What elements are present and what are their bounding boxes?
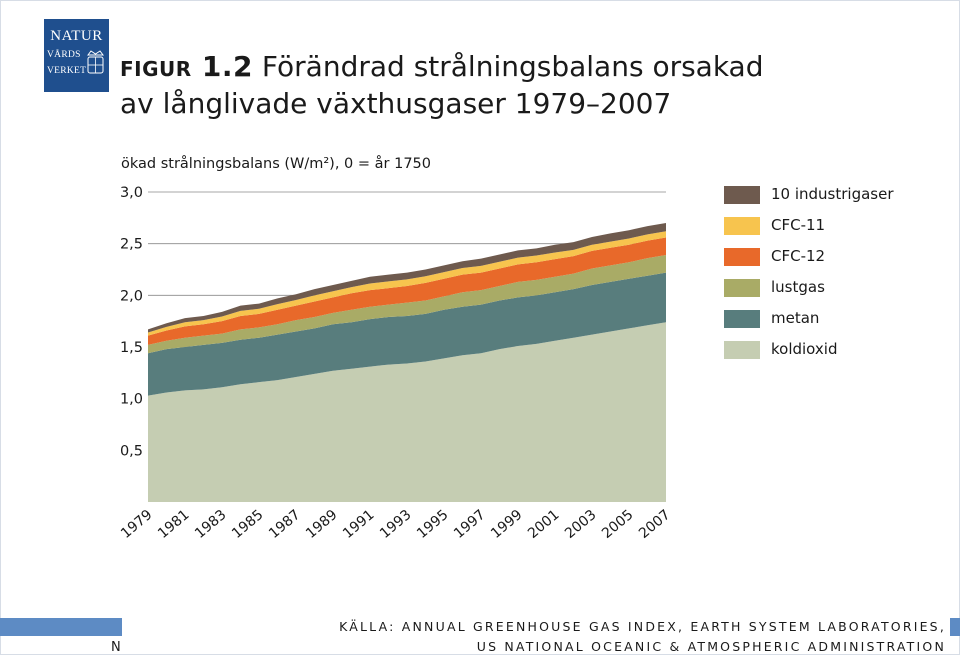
legend-swatch-koldioxid	[724, 341, 760, 359]
logo-line-2: VÅRDS	[47, 50, 81, 60]
legend-label-10-industrigaser: 10 industrigaser	[771, 185, 894, 203]
legend-label-lustgas: lustgas	[771, 278, 825, 296]
footer-accent-bar-right	[950, 618, 960, 636]
source-credit: KÄLLA: ANNUAL GREENHOUSE GAS INDEX, EART…	[339, 617, 946, 657]
x-tick-label-2007: 2007	[636, 507, 674, 542]
y-tick-label-2: 1,5	[120, 340, 143, 356]
y-tick-labels: 0,5 1,0 1,5 2,0 2,5 3,0	[120, 185, 143, 459]
legend-label-cfc-11: CFC-11	[771, 216, 826, 234]
x-tick-label-1979: 1979	[118, 507, 156, 542]
legend-swatch-lustgas	[724, 279, 760, 297]
figure-title: figur 1.2 Förändrad strålningsbalans ors…	[120, 48, 940, 122]
y-tick-label-4: 2,5	[120, 237, 143, 253]
area-layers	[148, 223, 666, 502]
x-tick-label-1987: 1987	[266, 507, 304, 542]
y-tick-label-3: 2,0	[120, 288, 143, 304]
x-tick-labels: 1979 1981 1983 1985 1987 1989 1991 1993 1995 1997…	[118, 507, 674, 542]
x-tick-label-1995: 1995	[414, 507, 452, 542]
x-tick-label-2005: 2005	[599, 507, 637, 542]
x-tick-label-1997: 1997	[451, 507, 489, 542]
area-koldioxid	[148, 322, 666, 502]
y-tick-label-5: 3,0	[120, 185, 143, 201]
title-line-2: av långlivade växthusgaser 1979–2007	[120, 87, 672, 120]
y-tick-label-1: 1,0	[120, 392, 143, 408]
legend-label-cfc-12: CFC-12	[771, 247, 826, 265]
x-tick-label-1999: 1999	[488, 507, 526, 542]
area-cfc-11	[148, 231, 666, 336]
area-10-industrigaser	[148, 223, 666, 333]
footer-letter: N	[111, 640, 121, 655]
figure-number: figur 1.2	[120, 50, 254, 83]
x-tick-label-2001: 2001	[525, 507, 563, 542]
legend-swatch-metan	[724, 310, 760, 328]
source-line-1: KÄLLA: ANNUAL GREENHOUSE GAS INDEX, EART…	[339, 619, 946, 634]
area-lustgas	[148, 255, 666, 354]
x-tick-label-2003: 2003	[562, 507, 600, 542]
legend-swatch-cfc-11	[724, 217, 760, 235]
y-tick-label-0: 0,5	[120, 443, 143, 459]
x-tick-label-1981: 1981	[155, 507, 193, 542]
x-tick-label-1991: 1991	[340, 507, 378, 542]
x-tick-label-1989: 1989	[303, 507, 341, 542]
source-line-2: US NATIONAL OCEANIC & ATMOSPHERIC ADMINI…	[476, 639, 946, 654]
x-tick-label-1993: 1993	[377, 507, 415, 542]
y-axis-label: ökad strålningsbalans (W/m²), 0 = år 175…	[121, 156, 431, 172]
logo-line-1: NATUR	[50, 28, 103, 44]
legend-label-metan: metan	[771, 309, 820, 327]
naturvardsverket-logo: NATUR VÅRDS VERKET	[44, 19, 109, 92]
area-metan	[148, 272, 666, 396]
legend-swatch-10-industrigaser	[724, 186, 760, 204]
area-cfc-12	[148, 237, 666, 345]
x-tick-label-1983: 1983	[192, 507, 230, 542]
title-line-1: Förändrad strålningsbalans orsakad	[253, 50, 764, 83]
x-tick-label-1985: 1985	[229, 507, 267, 542]
logo-line-3: VERKET	[47, 66, 87, 76]
crown-crest-icon	[87, 50, 104, 74]
legend-swatch-cfc-12	[724, 248, 760, 266]
legend-label-koldioxid: koldioxid	[771, 340, 838, 358]
footer-accent-bar	[0, 618, 122, 636]
